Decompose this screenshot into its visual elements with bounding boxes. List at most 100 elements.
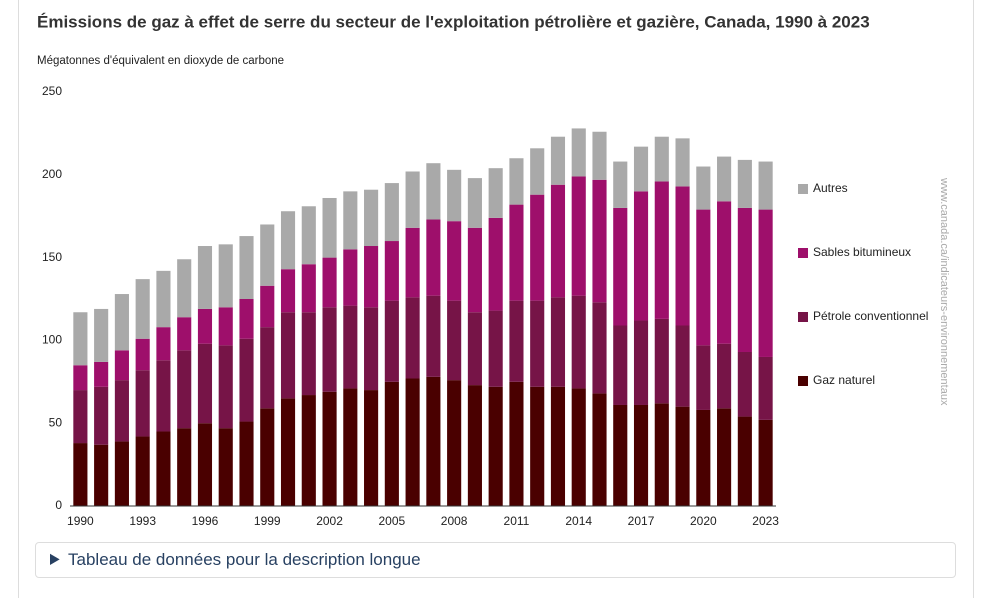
bar-segment	[384, 241, 399, 301]
bar-segment	[717, 343, 732, 409]
details-summary[interactable]: Tableau de données pour la description l…	[68, 550, 421, 569]
bar-segment	[343, 249, 358, 306]
x-tick-label: 2008	[441, 514, 468, 528]
bar-segment	[758, 209, 773, 357]
bar-segment	[654, 403, 669, 506]
bar-segment	[73, 365, 88, 391]
bar-segment	[737, 207, 752, 352]
bar-segment	[114, 294, 129, 351]
bar-segment	[426, 376, 441, 506]
legend-label: Gaz naturel	[813, 373, 875, 387]
bar-segment	[405, 297, 420, 379]
bar-segment	[675, 325, 690, 407]
bar-segment	[384, 300, 399, 382]
x-tick-label: 2011	[504, 514, 530, 528]
bar-segment	[592, 302, 607, 394]
bar-segment	[571, 388, 586, 506]
bar-segment	[218, 244, 233, 308]
y-axis-label: Mégatonnes d'équivalent en dioxyde de ca…	[37, 55, 284, 67]
bar-segment	[654, 318, 669, 404]
bar-segment	[675, 406, 690, 506]
bar-segment	[592, 131, 607, 180]
bar-segment	[197, 343, 213, 424]
bar-segment	[447, 221, 462, 301]
bar-segment	[613, 207, 628, 326]
bar-segment	[509, 381, 524, 506]
bar-segment	[260, 408, 275, 506]
long-description[interactable]: Tableau de données pour la description l…	[35, 542, 956, 578]
bar-segment	[447, 380, 462, 506]
bar-segment	[280, 398, 296, 506]
bar-segment	[343, 191, 358, 250]
bar-segment	[426, 163, 441, 220]
bar-segment	[322, 197, 337, 258]
legend-label: Pétrole conventionnel	[813, 309, 928, 323]
bar-segment	[467, 385, 482, 506]
bar-segment	[737, 159, 752, 208]
bar-segment	[384, 381, 399, 506]
bar-segment	[156, 327, 171, 361]
bar-segment	[571, 295, 586, 389]
bar-segment	[94, 361, 109, 387]
chart-title: Émissions de gaz à effet de serre du sec…	[37, 12, 870, 31]
bar-segment	[405, 171, 420, 228]
bar-segment	[758, 356, 773, 420]
watermark: www.canada.ca/indicateurs-environnementa…	[938, 177, 950, 406]
bar-segment	[322, 307, 337, 392]
x-tick-label: 1999	[254, 514, 281, 528]
bar-segment	[530, 300, 545, 387]
bar-segment	[467, 227, 482, 313]
page: Émissions de gaz à effet de serre du sec…	[0, 0, 1000, 586]
bar-segment	[737, 351, 752, 417]
bar-segment	[280, 211, 296, 270]
bar-segment	[364, 189, 379, 247]
bar-segment	[218, 428, 233, 506]
bar-segment	[73, 390, 88, 444]
bar-segment	[592, 393, 607, 506]
chart: Émissions de gaz à effet de serre du sec…	[37, 12, 950, 528]
bar-segment	[343, 305, 358, 389]
bar-segment	[550, 386, 566, 506]
bar-segment	[301, 395, 316, 506]
bar-segment	[384, 183, 399, 242]
x-tick-label: 2005	[379, 514, 406, 528]
bar-segment	[530, 194, 545, 301]
bar-segment	[156, 431, 171, 506]
legend-swatch	[798, 184, 808, 194]
y-tick-label: 50	[49, 415, 63, 429]
bar-segment	[467, 178, 482, 228]
bar-segment	[550, 184, 566, 298]
x-tick-label: 2017	[628, 514, 655, 528]
y-tick-label: 100	[42, 333, 62, 347]
bar-segment	[280, 269, 296, 313]
bar-segment	[488, 386, 503, 506]
bar-segment	[737, 416, 752, 506]
bar-segment	[114, 441, 129, 506]
legend-swatch	[798, 312, 808, 322]
bar-segment	[135, 279, 150, 339]
bar-segment	[530, 148, 545, 195]
bar-segment	[135, 338, 150, 371]
bar-segment	[280, 312, 296, 399]
bar-segment	[592, 179, 607, 303]
bar-segment	[426, 219, 441, 296]
bar-segment	[197, 246, 213, 309]
x-tick-label: 2014	[565, 514, 592, 528]
bar-segment	[260, 285, 275, 328]
bar-segment	[177, 317, 192, 351]
bar-segment	[239, 421, 254, 506]
bar-segment	[405, 227, 420, 298]
bar-segment	[364, 246, 379, 308]
bar-segment	[114, 380, 129, 442]
bar-segment	[633, 320, 649, 405]
x-tick-label: 2023	[752, 514, 779, 528]
bar-segment	[301, 312, 316, 396]
x-tick-label: 2002	[316, 514, 343, 528]
bar-segment	[177, 428, 192, 506]
bar-segment	[94, 386, 109, 445]
bar-segment	[322, 257, 337, 308]
bar-segment	[509, 158, 524, 205]
bar-segment	[467, 312, 482, 386]
bar-segment	[301, 206, 316, 265]
bar-segment	[488, 168, 503, 218]
